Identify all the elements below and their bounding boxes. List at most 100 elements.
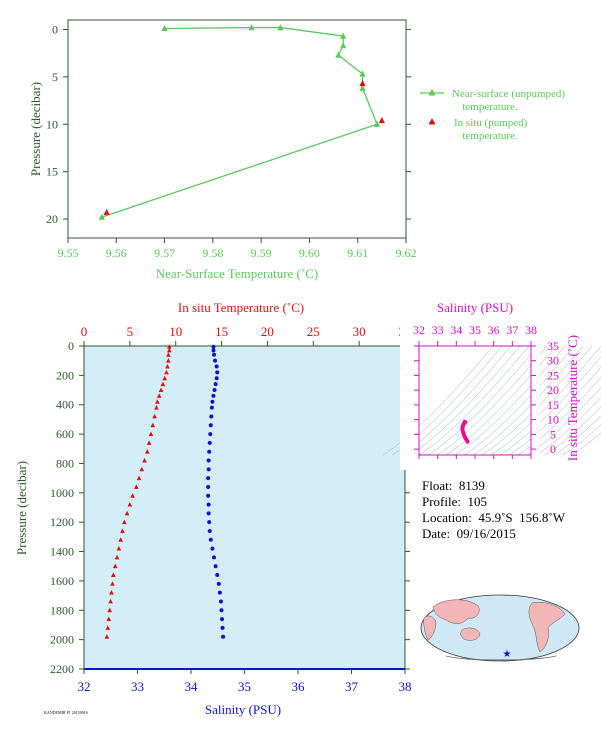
near-surface-x-tick-label: 9.59 [251, 246, 272, 260]
legend-insitu-line1: In situ (pumped) [454, 117, 528, 129]
ts-density-contour [517, 377, 601, 456]
salinity-point [212, 388, 217, 393]
map-landmass-antarctica [445, 655, 557, 661]
float-location-star-icon: ★ [503, 649, 512, 660]
temperature-point [142, 457, 147, 463]
date-label: Date: [422, 526, 451, 541]
temperature-point [109, 590, 114, 595]
salinity-point [210, 399, 215, 404]
salinity-point [206, 467, 211, 472]
near-surface-point [359, 84, 366, 91]
ts-density-contour [544, 406, 601, 456]
salinity-point [209, 414, 214, 419]
ts-x-tick-label: 32 [413, 323, 425, 337]
near-surface-x-tick-label: 9.55 [58, 246, 79, 260]
profile-y-tick-label: 1400 [50, 545, 74, 559]
ts-density-contour [409, 345, 521, 456]
near-surface-point [373, 120, 381, 127]
ts-diagram: Salinity (PSU) 32 33 34 35 36 37 3805101520253… [382, 300, 601, 470]
temperature-point [112, 563, 118, 569]
salinity-point [218, 599, 223, 604]
salinity-point [220, 617, 225, 622]
salinity-point [208, 423, 213, 428]
near-surface-x-label: Near-Surface Temperature (˚C) [156, 266, 318, 281]
profile-bottom-x-label: Salinity (PSU) [205, 702, 281, 717]
profile-y-tick-label: 1600 [50, 574, 74, 588]
temperature-point [136, 475, 142, 481]
near-surface-y-tick-label: 15 [46, 165, 58, 179]
salinity-point [211, 393, 216, 398]
insitu-point [359, 80, 366, 87]
ts-density-contour [508, 366, 601, 456]
temperature-point [146, 440, 152, 445]
temperature-point [165, 363, 170, 369]
near-surface-y-tick-label: 20 [46, 212, 58, 226]
salinity-point [219, 608, 224, 613]
salinity-point [206, 493, 211, 498]
near-surface-y-tick-label: 10 [46, 117, 58, 131]
ts-mask-right [531, 330, 540, 470]
temperature-point [148, 431, 154, 437]
salinity-point [212, 555, 217, 560]
profile-salinity-tick-label: 33 [131, 679, 144, 694]
profile-salinity-tick-label: 32 [78, 679, 91, 694]
ts-density-contour [463, 345, 575, 456]
temperature-point [166, 358, 171, 363]
profile-salinity-tick-label: 37 [345, 679, 359, 694]
temperature-point [144, 449, 150, 454]
ts-density-contour [535, 396, 601, 456]
ts-point [460, 428, 465, 432]
float-info: Float: 8139 Profile: 105 Location: 45.9˚… [422, 478, 565, 542]
profile-salinity-tick-label: 35 [238, 679, 251, 694]
profile-y-tick-label: 1000 [50, 486, 74, 500]
temperature-point [156, 393, 162, 398]
temperature-point [118, 537, 124, 542]
salinity-point [221, 634, 226, 639]
ts-density-contour [445, 345, 557, 456]
profile-y-tick-label: 2200 [50, 662, 74, 676]
map-landmass-australia [460, 627, 481, 641]
temperature-point [166, 344, 172, 349]
temperature-point [122, 519, 127, 525]
date-row: Date: 09/16/2015 [422, 526, 565, 542]
salinity-point [212, 352, 217, 357]
salinity-point [207, 440, 212, 445]
temperature-point [166, 347, 172, 353]
temperature-point [162, 375, 168, 381]
near-surface-plot-frame [67, 19, 407, 239]
ts-density-contour [427, 345, 539, 456]
salinity-point [215, 573, 220, 578]
near-surface-point [340, 32, 347, 39]
ts-mask-bottom [400, 455, 540, 464]
ts-density-contour [454, 345, 566, 456]
ts-point [463, 420, 467, 424]
ts-mask-left [400, 330, 419, 470]
near-surface-y-axis: 0 5 10 15 20 [46, 22, 411, 226]
ts-x-tick-label: 35 [469, 323, 481, 337]
temperature-point [124, 510, 130, 516]
ts-y-tick-label: 20 [547, 383, 559, 397]
ts-density-contour [382, 345, 494, 456]
ts-x-tick-label: 38 [525, 323, 537, 337]
temperature-point [104, 634, 110, 639]
location-value: 45.9˚S 156.8˚W [478, 510, 565, 525]
profile-temp-tick-label: 10 [169, 324, 182, 339]
map-landmass-africa [423, 615, 437, 641]
near-surface-y-tick-label: 5 [52, 70, 58, 84]
ts-density-contour [562, 424, 601, 456]
near-surface-point [98, 213, 105, 220]
near-surface-x-axis: 9.55 9.56 9.57 9.58 9.59 9.60 9.61 9.62 [58, 238, 417, 260]
temperature-point [152, 413, 157, 419]
near-surface-x-tick-label: 9.62 [396, 246, 417, 260]
ts-density-contour [571, 432, 601, 456]
salinity-point [206, 511, 211, 516]
near-surface-y-label: Pressure (decibar) [28, 82, 43, 176]
profile-temp-tick-label: 25 [307, 324, 320, 339]
ts-y-tick-label: 25 [547, 368, 559, 382]
salinity-point [217, 590, 222, 595]
salinity-point [206, 476, 211, 481]
near-surface-series [98, 24, 386, 220]
profile-y-tick-label: 0 [68, 339, 74, 353]
location-map: ★ [420, 594, 580, 662]
insitu-point [378, 116, 386, 124]
